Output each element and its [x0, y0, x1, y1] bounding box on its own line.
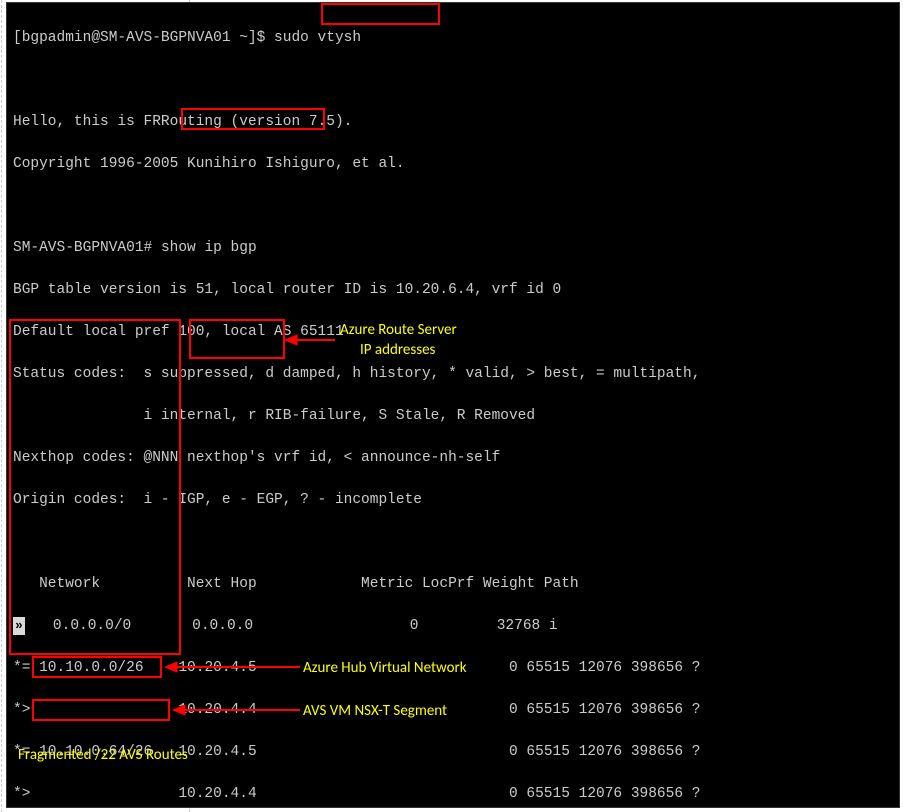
- row-nexthop: 10.20.4.5: [178, 744, 256, 760]
- blank-line: [13, 196, 893, 217]
- row-path: 65515 12076 398656 ?: [518, 786, 701, 802]
- cmd-sudo-vtysh: sudo vtysh: [274, 30, 361, 46]
- prompt-line-2[interactable]: SM-AVS-BGPNVA01# show ip bgp: [13, 238, 893, 259]
- row-weight: 0: [257, 786, 518, 802]
- row-status: [13, 618, 53, 634]
- row-weight: 0: [257, 744, 518, 760]
- blank-line: [13, 70, 893, 91]
- row-nexthop: 0.0.0.0 0: [192, 618, 418, 634]
- router-prompt: SM-AVS-BGPNVA01#: [13, 240, 152, 256]
- row-network: 0.0.0.0/0: [53, 618, 192, 634]
- bgp-header-5: Nexthop codes: @NNN nexthop's vrf id, < …: [13, 448, 893, 469]
- row-path: 65515 12076 398656 ?: [518, 660, 701, 676]
- table-row: *> 10.20.4.4 0 65515 12076 398656 ?: [13, 784, 893, 805]
- banner-line-1: Hello, this is FRRouting (version 7.5).: [13, 112, 893, 133]
- shell-prompt: [bgpadmin@SM-AVS-BGPNVA01 ~]$: [13, 30, 265, 46]
- row-status: *=: [13, 744, 39, 760]
- bgp-header-6: Origin codes: i - IGP, e - EGP, ? - inco…: [13, 490, 893, 511]
- bgp-header-4: i internal, r RIB-failure, S Stale, R Re…: [13, 406, 893, 427]
- row-weight: 0: [257, 702, 518, 718]
- row-status: *=: [13, 660, 39, 676]
- row-weight: 32768: [418, 618, 540, 634]
- row-status: *>: [13, 702, 178, 718]
- terminal-window: [bgpadmin@SM-AVS-BGPNVA01 ~]$ sudo vtysh…: [6, 2, 900, 808]
- row-status: *>: [13, 786, 178, 802]
- row-nexthop: 10.20.4.5: [178, 660, 256, 676]
- row-path: 65515 12076 398656 ?: [518, 702, 701, 718]
- banner-line-2: Copyright 1996-2005 Kunihiro Ishiguro, e…: [13, 154, 893, 175]
- row-path: 65515 12076 398656 ?: [518, 744, 701, 760]
- table-header: Network Next Hop Metric LocPrf Weight Pa…: [13, 574, 893, 595]
- cmd-show-ip-bgp: show ip bgp: [161, 240, 257, 256]
- table-row: *= 10.10.0.0/26 10.20.4.5 0 65515 12076 …: [13, 658, 893, 679]
- row-network: 10.10.0.0/26: [39, 660, 178, 676]
- blank-line: [13, 532, 893, 553]
- table-row: *= 10.10.0.64/26 10.20.4.5 0 65515 12076…: [13, 742, 893, 763]
- row-weight: 0: [257, 660, 518, 676]
- row-nexthop: 10.20.4.4: [178, 702, 256, 718]
- row-path: i: [540, 618, 557, 634]
- guide-line-left: [1, 0, 2, 812]
- table-row: » 0.0.0.0/0 0.0.0.0 0 32768 i: [13, 616, 893, 637]
- bgp-header-2: Default local pref 100, local AS 65111: [13, 322, 893, 343]
- row-network: 10.10.0.64/26: [39, 744, 178, 760]
- prompt-line-1[interactable]: [bgpadmin@SM-AVS-BGPNVA01 ~]$ sudo vtysh: [13, 28, 893, 49]
- table-row: *> 10.20.4.4 0 65515 12076 398656 ?: [13, 700, 893, 721]
- bgp-header-3: Status codes: s suppressed, d damped, h …: [13, 364, 893, 385]
- bgp-header-1: BGP table version is 51, local router ID…: [13, 280, 893, 301]
- row-nexthop: 10.20.4.4: [178, 786, 256, 802]
